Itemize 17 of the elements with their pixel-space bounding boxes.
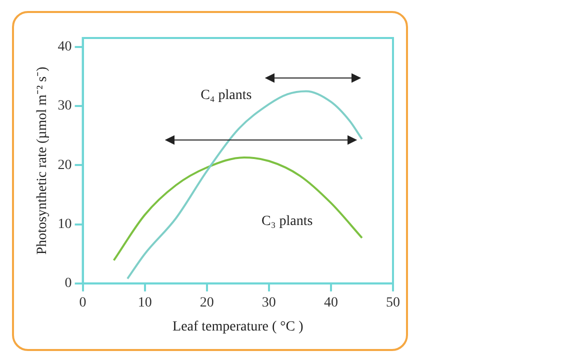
y-tick-label: 20 [58,158,72,173]
y-axis-title: Photosynthetic rate (µmol m⁻² s⁻) [35,66,50,255]
x-tick-label: 30 [262,295,276,310]
series-label: C₄ plants [200,88,252,103]
x-tick-label: 0 [79,295,86,310]
x-axis-title: Leaf temperature ( °C ) [172,319,304,334]
y-tick-label: 10 [58,216,72,232]
x-tick-label: 50 [386,295,400,310]
y-tick-label: 40 [58,40,72,55]
x-tick-label: 10 [138,295,152,310]
x-tick-label: 40 [324,295,338,310]
series-label: C₃ plants [262,214,313,230]
x-tick-label: 20 [200,295,214,310]
y-tick-label: 30 [58,98,72,114]
line-series [126,90,363,280]
line-series [112,156,363,262]
y-tick-label: 0 [64,276,72,292]
